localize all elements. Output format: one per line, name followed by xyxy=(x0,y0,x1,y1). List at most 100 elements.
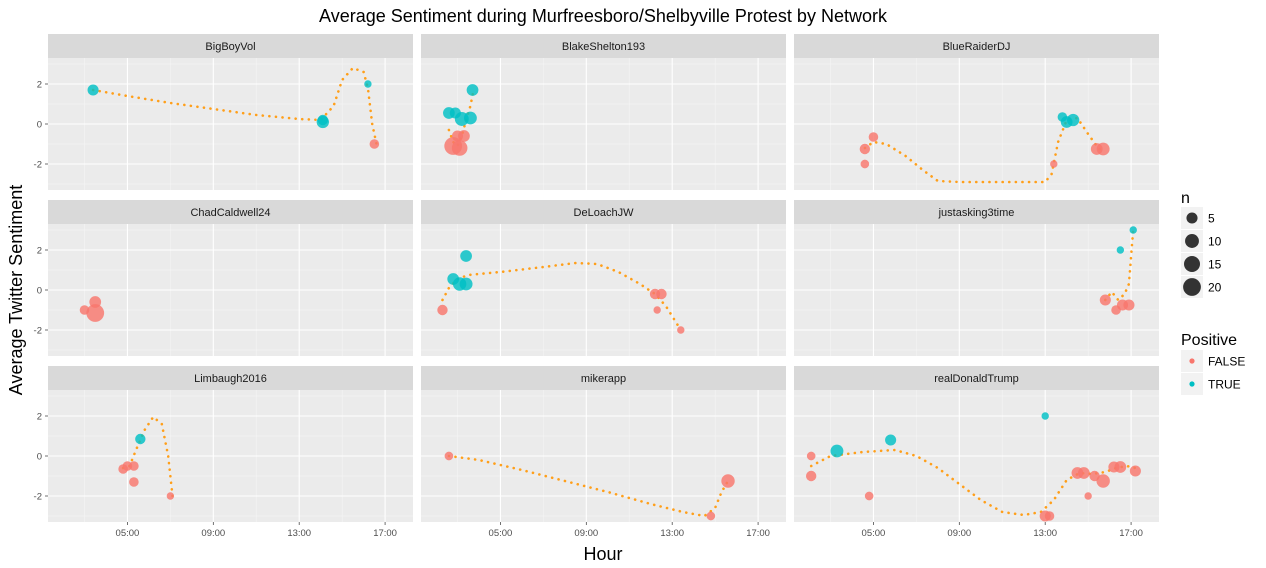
y-axis-title: Average Twitter Sentiment xyxy=(6,185,26,395)
data-point xyxy=(460,250,472,262)
data-point xyxy=(369,139,380,149)
facet-strip-label: realDonaldTrump xyxy=(934,373,1019,385)
data-point xyxy=(1096,142,1110,156)
data-point xyxy=(458,130,470,142)
facet-strip xyxy=(421,200,786,224)
legend-color-marker xyxy=(1189,358,1195,364)
legend-color-label: TRUE xyxy=(1208,378,1241,392)
data-point xyxy=(129,461,139,471)
y-tick-label: 2 xyxy=(37,80,42,91)
x-tick-label: 09:00 xyxy=(201,528,225,539)
facet-panel-BigBoyVol: BigBoyVol -2 0 2 xyxy=(34,34,413,190)
legend-size-marker xyxy=(1183,255,1201,273)
data-point xyxy=(466,84,479,96)
x-axis-title: Hour xyxy=(583,544,622,564)
data-point xyxy=(316,115,329,129)
x-tick-label: 13:00 xyxy=(660,528,684,539)
data-point xyxy=(706,511,716,521)
data-point xyxy=(805,470,817,482)
y-tick-label: -2 xyxy=(34,160,42,171)
data-point xyxy=(1116,246,1125,254)
facet-panel-realDonaldTrump: realDonaldTrump 05:00 09:00 13:00 17:00 xyxy=(794,366,1159,539)
facet-strip-label: ChadCaldwell24 xyxy=(190,207,270,219)
data-point xyxy=(451,140,468,156)
data-point xyxy=(1123,299,1135,311)
facet-strip xyxy=(48,200,413,224)
legend: n 5 10 15 20 Positive FALSE TRUE xyxy=(1181,190,1245,395)
facet-panels: BigBoyVol -2 0 2 BlakeShelton193 BlueRaiderDJ… xyxy=(34,34,1159,539)
data-point xyxy=(868,132,879,142)
data-point xyxy=(830,444,844,458)
facet-strip-label: BigBoyVol xyxy=(205,41,255,53)
smooth-line xyxy=(121,415,174,498)
chart-title: Average Sentiment during Murfreesboro/Sh… xyxy=(319,6,888,26)
facet-strip xyxy=(421,366,786,390)
y-tick-label: 2 xyxy=(37,246,42,257)
data-point xyxy=(653,306,661,314)
x-tick-label: 17:00 xyxy=(746,528,770,539)
y-tick-label: -2 xyxy=(34,492,42,503)
x-tick-label: 13:00 xyxy=(1033,528,1057,539)
legend-size-marker xyxy=(1185,234,1199,248)
legend-size-label: 20 xyxy=(1208,281,1222,295)
y-tick-label: 0 xyxy=(37,286,42,297)
data-point xyxy=(677,326,685,334)
facet-panel-mikerapp: mikerapp 05:00 09:00 13:00 17:00 xyxy=(421,366,786,539)
x-tick-label: 13:00 xyxy=(287,528,311,539)
data-point xyxy=(1084,492,1092,500)
legend-size-marker xyxy=(1186,212,1198,224)
data-point xyxy=(1114,461,1127,473)
x-tick-label: 17:00 xyxy=(373,528,397,539)
y-tick-label: 0 xyxy=(37,120,42,131)
data-point xyxy=(1050,160,1058,168)
x-tick-label: 05:00 xyxy=(116,528,140,539)
facet-strip xyxy=(794,34,1159,58)
x-tick-label: 05:00 xyxy=(489,528,513,539)
data-point xyxy=(885,434,897,446)
legend-color-marker xyxy=(1189,381,1195,387)
facet-panel-BlakeShelton193: BlakeShelton193 xyxy=(421,34,786,190)
legend-size-label: 15 xyxy=(1208,258,1222,272)
facet-strip xyxy=(794,366,1159,390)
data-point xyxy=(806,451,816,461)
facet-strip-label: BlueRaiderDJ xyxy=(943,41,1011,53)
data-point xyxy=(86,304,105,322)
x-tick-label: 17:00 xyxy=(1119,528,1143,539)
data-point xyxy=(1096,474,1110,488)
data-point xyxy=(437,304,448,316)
data-point xyxy=(166,492,175,500)
data-point xyxy=(463,111,477,125)
data-point xyxy=(721,474,735,488)
facet-strip xyxy=(48,366,413,390)
legend-size-marker xyxy=(1183,278,1201,296)
facet-strip xyxy=(421,34,786,58)
legend-color-title: Positive xyxy=(1181,332,1237,349)
data-point xyxy=(1129,226,1137,234)
facet-strip xyxy=(48,34,413,58)
data-point xyxy=(859,143,871,155)
data-point xyxy=(860,159,870,169)
data-point xyxy=(87,84,99,96)
facet-panel-Limbaugh2016: Limbaugh2016 -2 0 2 05:00 09:00 13:00 17:00 xyxy=(34,366,413,539)
facet-panel-BlueRaiderDJ: BlueRaiderDJ xyxy=(794,34,1159,190)
legend-size-label: 10 xyxy=(1208,235,1222,249)
data-point xyxy=(1044,511,1055,521)
data-point xyxy=(1099,294,1111,306)
data-point xyxy=(1077,467,1090,479)
data-point xyxy=(459,277,473,291)
legend-size-label: 5 xyxy=(1208,212,1215,226)
x-tick-label: 09:00 xyxy=(947,528,971,539)
facet-strip-label: Limbaugh2016 xyxy=(194,373,267,385)
data-point xyxy=(364,80,372,88)
data-point xyxy=(1066,113,1080,127)
facet-panel-ChadCaldwell24: ChadCaldwell24 -2 0 2 xyxy=(34,200,413,356)
data-point xyxy=(444,451,454,461)
facet-strip xyxy=(794,200,1159,224)
facet-strip-label: mikerapp xyxy=(581,373,626,385)
data-point xyxy=(1041,412,1049,420)
facet-strip-label: DeLoachJW xyxy=(574,207,635,219)
y-tick-label: 2 xyxy=(37,412,42,423)
x-tick-label: 09:00 xyxy=(574,528,598,539)
facet-panel-DeLoachJW: DeLoachJW xyxy=(421,200,786,356)
